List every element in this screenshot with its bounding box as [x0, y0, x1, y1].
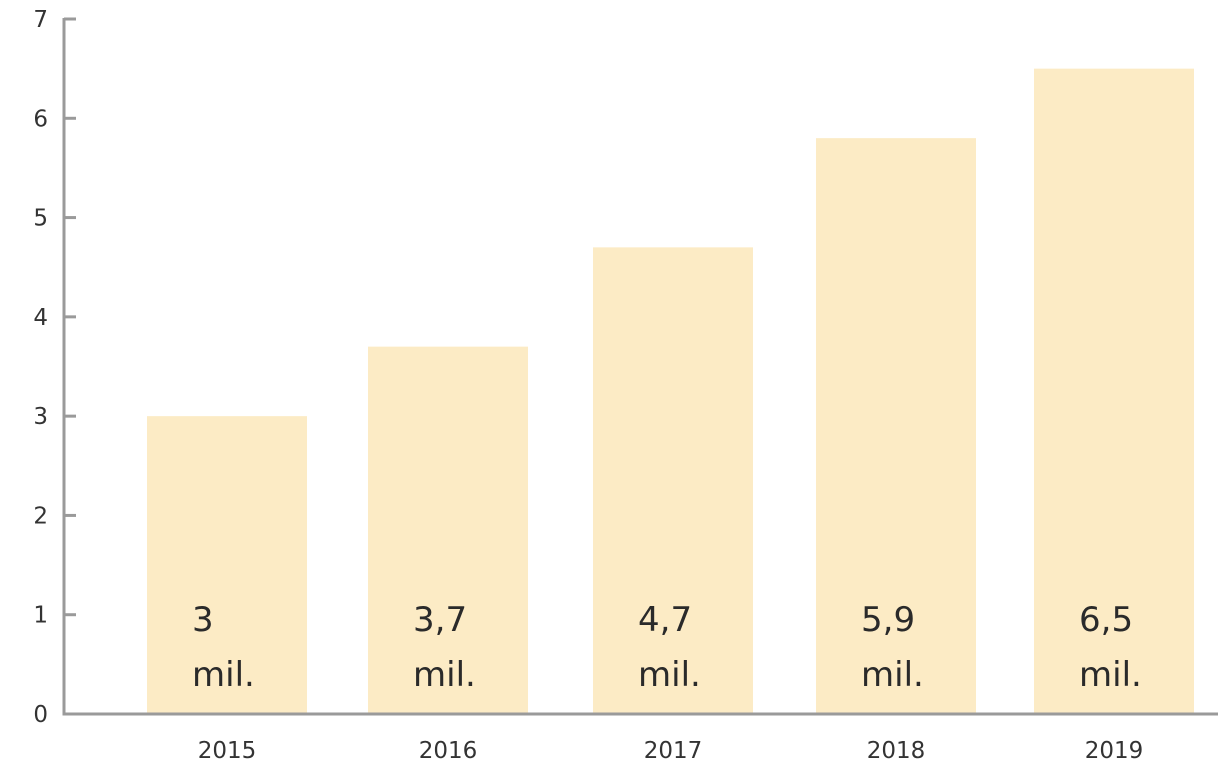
y-tick-label-7: 7 [33, 7, 48, 33]
data-label-unit-2017: mil. [638, 655, 701, 695]
y-tick-label-0: 0 [33, 702, 48, 728]
y-tick-label-3: 3 [33, 404, 48, 430]
bar-2019 [1034, 68, 1194, 714]
data-label-unit-2016: mil. [413, 655, 476, 695]
bar-2015 [147, 416, 307, 714]
data-label-unit-2019: mil. [1079, 655, 1142, 695]
x-tick-label-2018: 2018 [867, 738, 926, 764]
bar-2016 [368, 346, 528, 714]
y-tick-label-6: 6 [33, 106, 48, 132]
data-label-value-2015: 3 [192, 600, 214, 640]
data-label-value-2019: 6,5 [1079, 600, 1133, 640]
data-label-value-2018: 5,9 [861, 600, 915, 640]
y-tick-label-2: 2 [33, 503, 48, 529]
y-tick-label-5: 5 [33, 206, 48, 232]
y-tick-label-1: 1 [33, 603, 48, 629]
x-tick-label-2016: 2016 [419, 738, 478, 764]
x-tick-label-2015: 2015 [198, 738, 257, 764]
data-label-unit-2015: mil. [192, 655, 255, 695]
x-tick-label-2017: 2017 [644, 738, 703, 764]
bar-2017 [593, 247, 753, 714]
data-label-unit-2018: mil. [861, 655, 924, 695]
bar-2018 [816, 138, 976, 715]
y-tick-label-4: 4 [33, 305, 48, 331]
data-label-value-2017: 4,7 [638, 600, 692, 640]
x-tick-label-2019: 2019 [1085, 738, 1144, 764]
data-label-value-2016: 3,7 [413, 600, 467, 640]
